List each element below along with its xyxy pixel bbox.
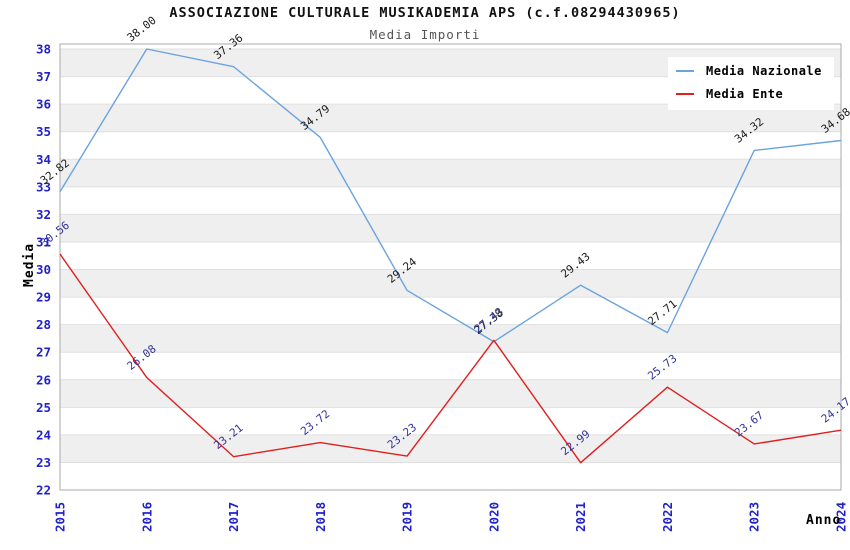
x-tick-label: 2019 [400, 502, 415, 532]
chart-subtitle: Media Importi [369, 27, 481, 42]
data-point-label: 38.00 [125, 14, 159, 45]
series-line-nazionale [59, 48, 842, 343]
y-tick-label: 31 [36, 234, 51, 249]
y-tick-label: 29 [36, 290, 51, 305]
legend-label-ente: Media Ente [706, 87, 784, 101]
y-tick-label: 35 [36, 124, 51, 139]
legend-label-nazionale: Media Nazionale [706, 64, 822, 78]
legend-item-media-ente: Media Ente [676, 87, 822, 101]
y-tick-label: 22 [36, 483, 51, 498]
y-tick-label: 34 [36, 152, 51, 167]
y-tick-label: 28 [36, 317, 51, 332]
grid-band [60, 159, 841, 187]
x-tick-label: 2018 [313, 502, 328, 532]
series-line-ente [59, 253, 842, 464]
y-tick-label: 38 [36, 42, 51, 57]
chart-title: ASSOCIAZIONE CULTURALE MUSIKADEMIA APS (… [169, 5, 681, 21]
legend-item-media-nazionale: Media Nazionale [676, 64, 822, 78]
x-tick-label: 2016 [139, 502, 154, 532]
x-axis-title: Anno [806, 513, 842, 528]
y-tick-label: 32 [36, 207, 51, 222]
legend: Media Nazionale Media Ente [668, 57, 834, 110]
y-tick-label: 24 [36, 427, 51, 442]
y-axis-title: Media [22, 242, 37, 287]
y-tick-label: 36 [36, 97, 51, 112]
legend-line-swatch-ente [676, 93, 694, 95]
y-tick-label: 26 [36, 372, 51, 387]
y-tick-label: 23 [36, 455, 51, 470]
y-tick-label: 33 [36, 179, 51, 194]
plot-border [59, 43, 842, 491]
x-tick-label: 2017 [226, 502, 241, 532]
grid-band [60, 324, 841, 353]
x-tick-label: 2021 [573, 502, 588, 532]
x-tick-label: 2024 [834, 502, 849, 532]
legend-line-swatch-nazionale [676, 70, 694, 72]
x-tick-label: 2022 [660, 502, 675, 532]
grid-band [60, 214, 841, 242]
x-tick-label: 2023 [747, 502, 762, 532]
y-tick-label: 37 [36, 69, 51, 84]
grid-band [60, 379, 841, 408]
grid-band [60, 434, 841, 463]
grid-band [60, 269, 841, 298]
x-tick-label: 2020 [486, 502, 501, 532]
x-tick-label: 2015 [53, 502, 68, 532]
y-tick-label: 30 [36, 262, 51, 277]
y-tick-label: 25 [36, 400, 51, 415]
y-tick-label: 27 [36, 345, 51, 360]
